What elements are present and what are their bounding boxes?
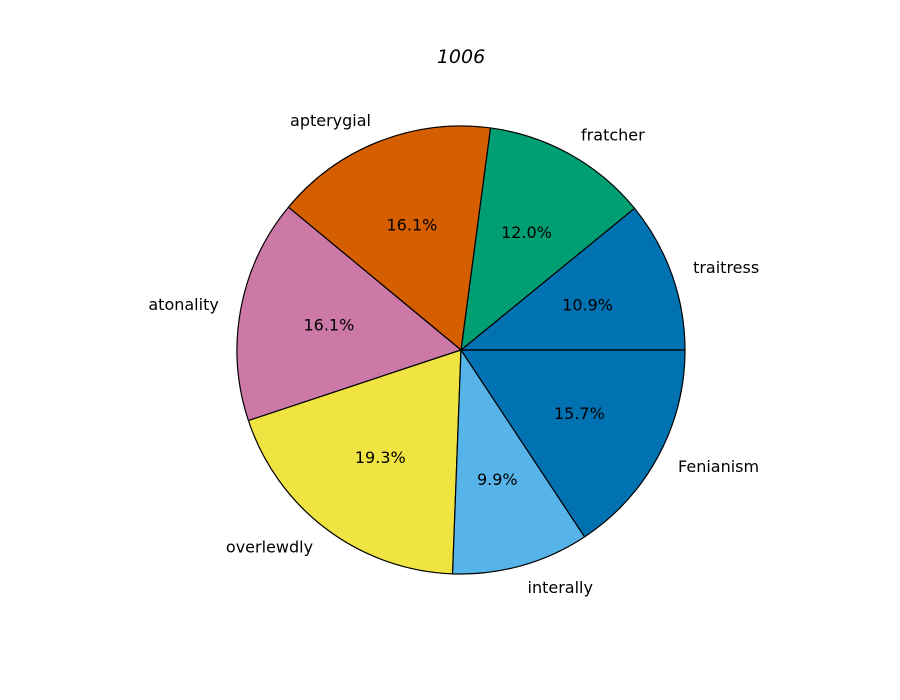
slice-label-apterygial: apterygial	[290, 111, 371, 130]
pct-label-atonality: 16.1%	[303, 316, 354, 335]
pct-label-fenianism: 15.7%	[554, 404, 605, 423]
pct-label-apterygial: 16.1%	[387, 215, 438, 234]
category-labels: traitress fratcher apterygial atonality over…	[148, 111, 759, 597]
pie-slice-atonality	[236, 206, 462, 422]
pct-label-overlewdly: 19.3%	[355, 448, 406, 467]
slice-label-fenianism: Fenianism	[678, 457, 759, 476]
pie-slice-apterygial	[287, 125, 492, 351]
slice-label-fratcher: fratcher	[581, 125, 645, 144]
pie-wedges	[236, 125, 686, 575]
pct-label-traitress: 10.9%	[562, 295, 613, 314]
pie-slice-interally	[451, 349, 586, 575]
pie-slice-fenianism	[460, 349, 686, 538]
pie-slice-fratcher	[460, 127, 636, 351]
pie-slice-traitress	[460, 207, 686, 351]
slice-label-interally: interally	[528, 578, 593, 597]
pct-label-fratcher: 12.0%	[501, 223, 552, 242]
percentage-labels: 10.9% 12.0% 16.1% 16.1% 19.3% 9.9% 15.7%	[303, 215, 613, 489]
pie-slice-overlewdly	[247, 349, 462, 575]
slice-label-atonality: atonality	[148, 295, 218, 314]
slice-label-overlewdly: overlewdly	[226, 538, 313, 557]
pct-label-interally: 9.9%	[477, 470, 518, 489]
chart-title: 1006	[437, 46, 485, 68]
slice-label-traitress: traitress	[693, 258, 759, 277]
